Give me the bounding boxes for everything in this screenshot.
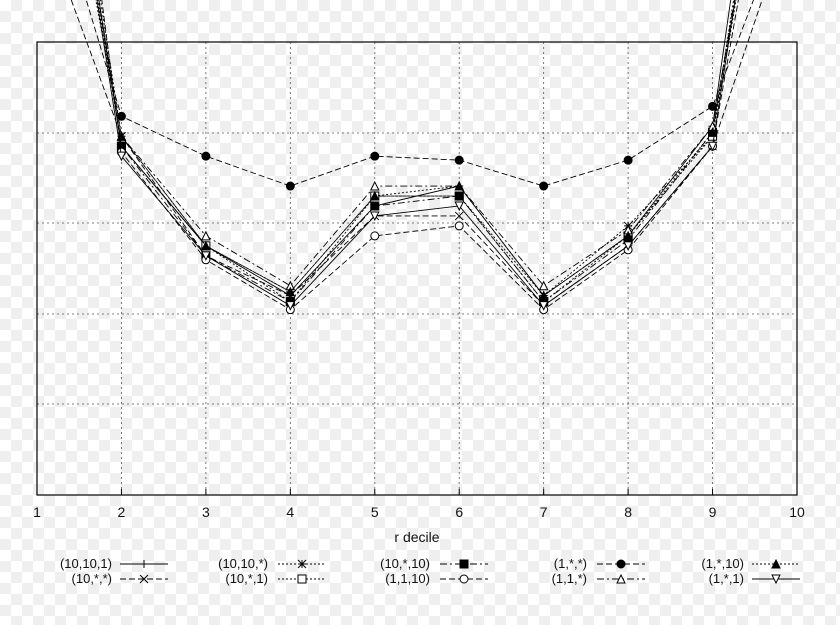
grid <box>37 42 797 495</box>
x-tick-label: 2 <box>118 504 126 520</box>
x-tick-label: 5 <box>371 504 379 520</box>
series-line <box>100 0 736 297</box>
series-(1,*,10) <box>100 0 736 301</box>
legend-item: (10,*,10) <box>380 556 488 571</box>
legend-label: (10,*,1) <box>225 571 268 586</box>
legend-label: (10,*,*) <box>72 571 112 586</box>
x-tick-label: 9 <box>709 504 717 520</box>
data-point <box>370 231 380 241</box>
series-line <box>70 0 763 307</box>
x-tick-label: 4 <box>286 504 294 520</box>
data-point <box>771 574 781 585</box>
data-point <box>459 574 469 584</box>
data-point <box>370 151 380 161</box>
data-point <box>140 560 148 568</box>
legend-label: (1,*,1) <box>709 571 744 586</box>
data-point <box>539 181 549 191</box>
data-point <box>370 201 380 211</box>
data-point <box>454 221 464 231</box>
data-point <box>201 240 211 251</box>
series-line <box>98 0 735 303</box>
data-point <box>771 558 781 569</box>
data-point <box>538 301 549 311</box>
data-point <box>454 191 464 201</box>
x-tick-label: 6 <box>455 504 463 520</box>
plot-frame <box>36 41 798 496</box>
data-point <box>538 280 549 291</box>
x-tick-label: 10 <box>789 504 805 520</box>
data-point <box>623 230 633 241</box>
series-line <box>95 0 737 297</box>
data-point <box>201 251 211 261</box>
legend-item: (1,*,1) <box>709 571 800 586</box>
legend-item: (10,*,*) <box>72 571 168 586</box>
series-(10,*,*) <box>70 0 763 310</box>
series-line <box>98 0 732 297</box>
data-point <box>285 286 296 297</box>
series-line <box>85 0 754 187</box>
data-point <box>454 155 464 165</box>
data-point <box>116 111 126 121</box>
legend-item: (1,1,*) <box>552 571 645 586</box>
series-line <box>101 0 739 311</box>
data-point <box>297 559 307 569</box>
x-tick-label: 8 <box>624 504 632 520</box>
legend-label: (10,10,*) <box>218 556 268 571</box>
legend-item: (1,*,10) <box>701 556 800 571</box>
series-(1,*,*) <box>85 0 754 191</box>
x-tick-label: 3 <box>202 504 210 520</box>
series-(10,*,10) <box>98 0 735 307</box>
legend-label: (10,*,10) <box>380 556 430 571</box>
series-line <box>98 0 736 287</box>
data-point <box>285 181 295 191</box>
data-point <box>707 141 718 152</box>
data-point <box>454 201 465 212</box>
data-point <box>369 211 380 222</box>
data-point <box>116 131 127 141</box>
x-tick-label: 1 <box>33 504 41 520</box>
series-line <box>96 0 736 307</box>
data-point <box>285 301 296 311</box>
legend-item: (10,10,1) <box>60 556 168 571</box>
series-(1,1,*) <box>98 0 736 291</box>
data-point <box>623 155 633 165</box>
legend-label: (1,1,10) <box>385 571 430 586</box>
x-axis-ticks: 1 2 3 4 5 6 7 8 9 10 <box>33 489 805 520</box>
data-point <box>538 290 549 301</box>
data-point <box>454 180 465 191</box>
legend-label: (1,*,*) <box>554 556 587 571</box>
x-tick-label: 7 <box>540 504 548 520</box>
data-point <box>616 573 626 584</box>
data-point <box>201 230 211 241</box>
legend-label: (1,1,*) <box>552 571 587 586</box>
data-point <box>459 559 469 569</box>
data-point <box>616 559 626 569</box>
legend-item: (1,*,*) <box>554 556 645 571</box>
data-point <box>708 101 718 111</box>
series-(1,1,10) <box>101 0 739 315</box>
data-point <box>369 180 380 191</box>
legend-item: (10,*,1) <box>225 571 326 586</box>
series-(10,*,1) <box>97 0 734 307</box>
series-layer <box>70 0 763 315</box>
series-(10,10,1) <box>98 0 732 300</box>
x-axis-label: r decile <box>394 529 439 545</box>
data-point <box>201 151 211 161</box>
data-point <box>139 574 149 584</box>
series-line <box>97 0 734 303</box>
legend: (10,10,1)(10,*,*) (10,10,*)(10,*,1) (10,*,… <box>60 556 800 586</box>
legend-label: (10,10,1) <box>60 556 112 571</box>
data-point <box>116 151 127 162</box>
series-(10,10,*) <box>95 0 737 301</box>
data-point <box>623 241 633 251</box>
data-point <box>369 190 380 201</box>
series-(1,*,1) <box>96 0 736 311</box>
legend-item: (1,1,10) <box>385 571 488 586</box>
legend-label: (1,*,10) <box>701 556 744 571</box>
data-point <box>454 211 464 221</box>
data-point <box>297 574 307 584</box>
legend-item: (10,10,*) <box>218 556 326 571</box>
